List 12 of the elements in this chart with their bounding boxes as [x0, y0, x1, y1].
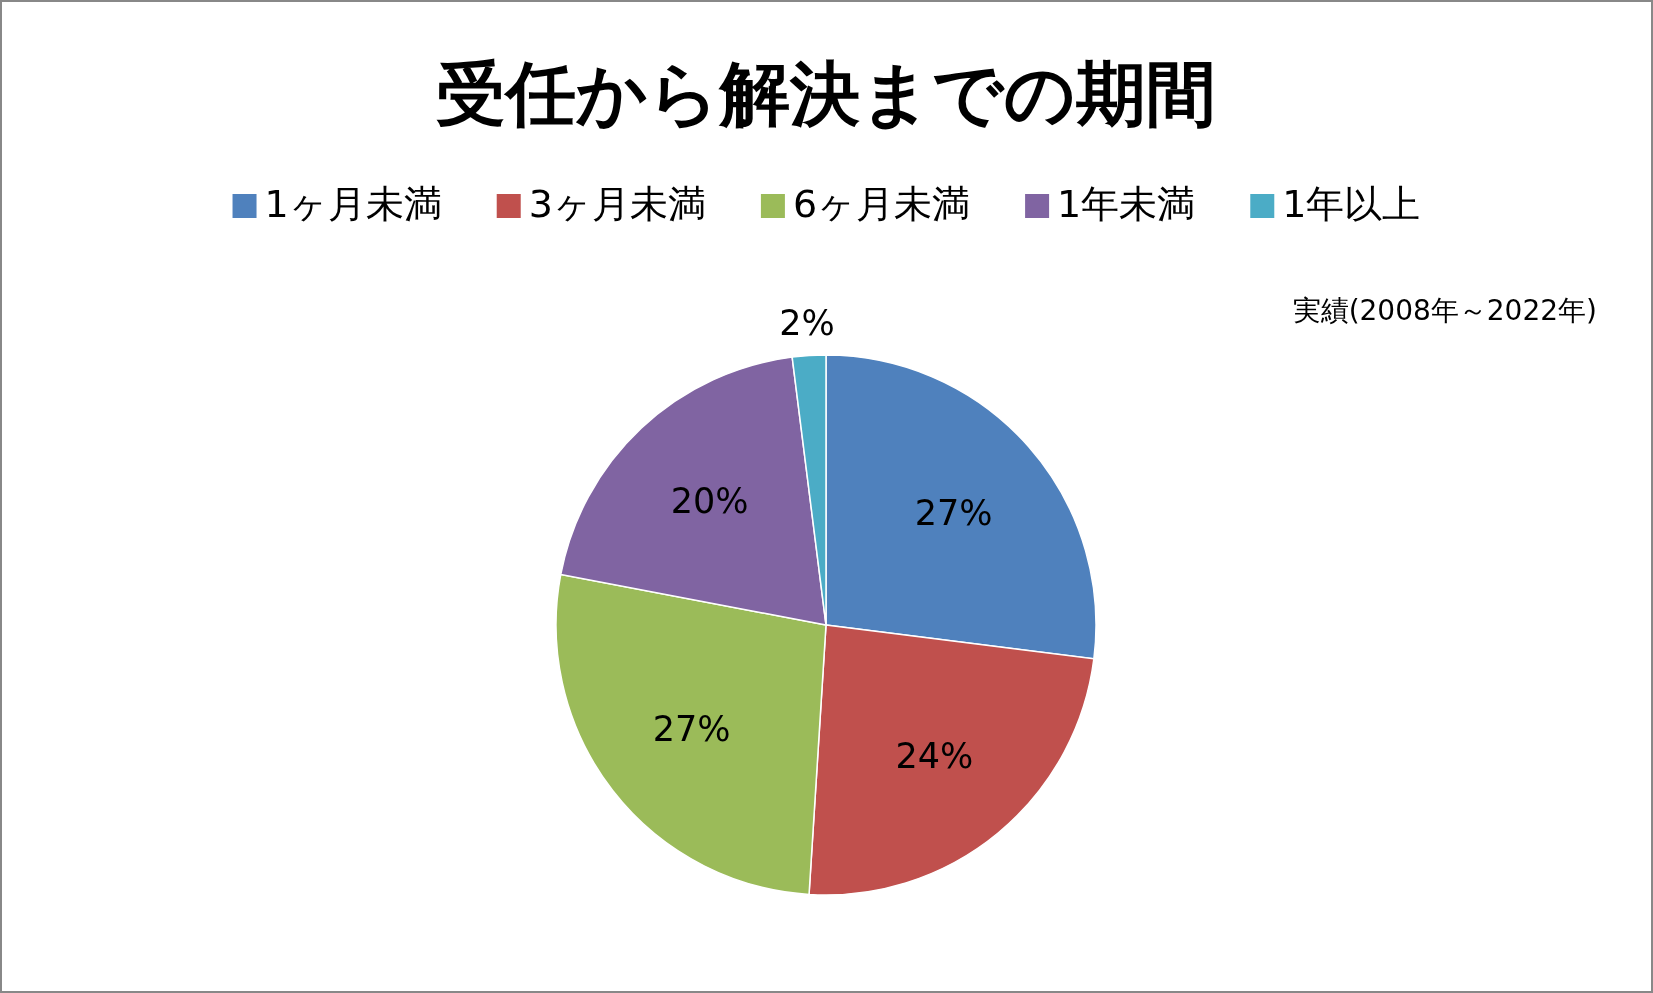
data-label: 27% [652, 709, 731, 750]
legend-label: 1ヶ月未満 [264, 182, 442, 226]
data-label: 24% [895, 736, 974, 777]
legend-label: 6ヶ月未満 [792, 182, 971, 226]
legend-label: 3ヶ月未満 [528, 182, 706, 226]
legend-label: 1年未満 [1057, 182, 1196, 226]
data-label: 20% [670, 481, 749, 521]
data-label: 27% [914, 492, 993, 533]
text: 実績(2008年～2022年) [1292, 294, 1597, 327]
data-label: 2% [779, 303, 835, 344]
legend-label: 1年以上 [1282, 182, 1421, 226]
chart-title: 受任から解決までの期間 [436, 53, 1216, 135]
